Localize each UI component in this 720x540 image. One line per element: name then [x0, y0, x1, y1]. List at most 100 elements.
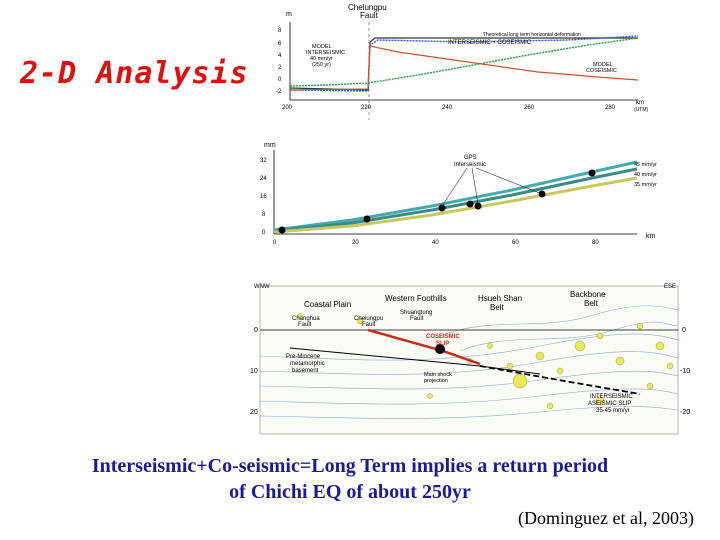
gps-points — [278, 169, 596, 234]
stratum — [259, 388, 679, 405]
gps-label-line1: GPS — [464, 155, 477, 161]
rate-35-curve — [273, 176, 638, 234]
depth-tick: 20 — [250, 409, 258, 416]
mid-xtick: 60 — [512, 240, 519, 246]
model-inter-line: 40 mm/yr — [310, 56, 333, 62]
mainshock-label2: projection — [424, 378, 448, 384]
depth-tick: 10 — [250, 368, 258, 375]
mid-xtick: 80 — [592, 240, 599, 246]
shuangtung-label2: Fault — [410, 316, 424, 322]
quake — [595, 396, 605, 406]
mid-ytick: 24 — [260, 176, 267, 182]
changhua-label: Changhua — [292, 316, 320, 322]
gps-point — [438, 204, 446, 212]
quake — [546, 402, 554, 410]
quake — [646, 382, 654, 390]
fault-label-line2: Fault — [360, 11, 379, 20]
top-xunit2: (UTM) — [634, 107, 648, 113]
top-xtick: 260 — [524, 105, 535, 111]
mid-xtick: 0 — [273, 240, 277, 246]
quake — [574, 340, 586, 352]
rate-label: 45 mm/yr — [634, 162, 657, 168]
gps-point — [466, 200, 474, 208]
legend-combined: INTERSEISMIC + COSEISMIC — [448, 40, 532, 46]
basement-label2: metamorphic — [290, 361, 325, 367]
legend-theoretical: Theoretical long term horizontal deforma… — [483, 32, 581, 38]
gps-point — [278, 226, 286, 234]
mid-ytick: 8 — [262, 212, 266, 218]
top-deformation-plot: m Chelungpu Fault 8 6 4 2 0 -2 200 220 2… — [276, 3, 648, 120]
rate-label: 35 mm/yr — [634, 182, 657, 188]
western-foothills-label: Western Foothills — [385, 294, 447, 303]
quake — [596, 332, 604, 340]
depth-ticks-left: 0 10 20 — [250, 327, 258, 416]
top-ytick: 6 — [278, 41, 282, 47]
model-inter-line: (250 yr) — [312, 62, 331, 68]
top-ytick: 0 — [278, 77, 282, 83]
fault-label-line1: Chelungpu — [348, 3, 387, 12]
model-inter-line: INTERSEISMIC — [306, 50, 345, 56]
backbone-label: Backbone — [570, 290, 606, 299]
coseismic-curve — [289, 45, 639, 91]
citation: (Dominguez et al, 2003) — [518, 508, 694, 528]
mid-xtick: 20 — [352, 240, 359, 246]
coseismic-label2: SLIP — [436, 341, 449, 347]
aseismic-label3: 35-45 mm/yr — [596, 408, 630, 414]
top-xticks: 200 220 240 260 280 — [282, 105, 616, 111]
top-xtick: 220 — [361, 105, 372, 111]
caption-line2: of Chichi EQ of about 250yr — [229, 481, 471, 503]
rate-labels: 45 mm/yr 40 mm/yr 35 mm/yr — [634, 162, 657, 188]
chelungpu-label2: Fault — [362, 322, 376, 328]
top-xunit: km — [636, 100, 644, 106]
quake — [487, 343, 493, 349]
ese-label: ESE — [664, 284, 676, 290]
model-co-label: MODEL COSEISMIC — [586, 62, 617, 74]
top-ytick: 8 — [278, 28, 282, 34]
gps-label-line2: Interseismic — [454, 162, 486, 168]
interseismic-curve — [289, 37, 639, 87]
stratum — [259, 351, 679, 375]
model-inter-label: MODEL INTERSEISMIC 40 mm/yr (250 yr) — [306, 44, 345, 68]
gps-point — [588, 169, 596, 177]
gps-leader — [471, 167, 479, 205]
top-xtick: 280 — [605, 105, 616, 111]
top-yunit: m — [286, 11, 292, 18]
top-ytick: 4 — [278, 53, 282, 59]
mid-xunit: km — [646, 233, 656, 240]
model-co-line: MODEL — [593, 62, 613, 68]
gps-point — [363, 215, 371, 223]
mid-ytick: 16 — [260, 194, 267, 200]
hsueh-shan-label: Hsueh Shan — [478, 294, 522, 303]
mid-yunit: mm — [264, 142, 276, 149]
model-inter-line: MODEL — [312, 44, 332, 50]
quake — [535, 351, 545, 361]
depth-ticks-right: 0 -10 -20 — [680, 327, 690, 416]
coseismic-label: COSEISMIC — [426, 334, 460, 340]
gps-leader — [441, 167, 468, 207]
hsueh-shan-label2: Belt — [490, 303, 505, 312]
mid-ytick: 32 — [260, 158, 267, 164]
quake — [297, 313, 303, 319]
changhua-label2: Fault — [298, 322, 312, 328]
quake — [506, 362, 514, 370]
slide-title: 2-D Analysis — [20, 56, 249, 91]
stratum — [259, 333, 679, 361]
cross-section: WNW ESE Coastal Plain Western Foothills … — [250, 284, 690, 435]
model-co-line: COSEISMIC — [586, 68, 617, 74]
mid-xtick: 40 — [432, 240, 439, 246]
combined-curve — [289, 35, 639, 92]
seismicity — [297, 313, 674, 410]
depth-tick: -20 — [680, 409, 690, 416]
top-xtick: 200 — [282, 105, 293, 111]
top-ytick: 2 — [278, 65, 282, 71]
quake — [636, 322, 644, 330]
gps-velocity-plot: mm 32 24 16 8 0 0 20 40 60 80 km GPS Int… — [260, 142, 657, 246]
quake — [556, 367, 564, 375]
mid-xticks: 0 20 40 60 80 — [273, 240, 599, 246]
depth-tick: 0 — [682, 327, 686, 334]
depth-tick: 0 — [254, 327, 258, 334]
top-xtick: 240 — [442, 105, 453, 111]
stratum — [439, 305, 679, 337]
caption-line1: Interseismic+Co-seismic=Long Term implie… — [91, 455, 609, 477]
shuangtung-label: Shuangtung — [400, 310, 432, 316]
